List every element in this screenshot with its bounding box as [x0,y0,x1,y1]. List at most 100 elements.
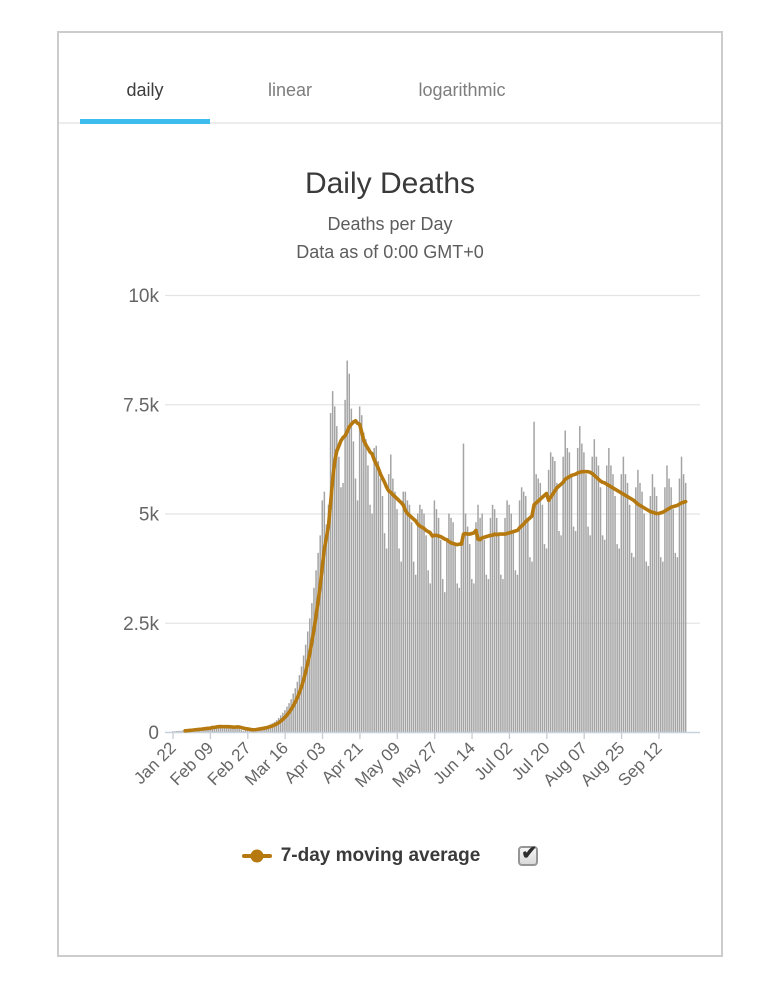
bar [356,500,359,732]
legend-checkbox[interactable]: ✔ [518,843,539,866]
bar [535,474,537,732]
bar [294,688,297,732]
bar [637,469,639,732]
bar [172,731,174,732]
bar [508,504,510,732]
svg-text:10k: 10k [128,286,159,307]
bar [217,725,220,732]
bar [387,474,390,732]
bar [373,447,375,732]
bar [516,574,519,732]
bar [487,579,490,732]
bar [622,456,625,732]
bar [433,500,436,732]
bar [460,539,463,732]
legend-label[interactable]: 7-day moving average [280,845,481,866]
bar [437,517,440,732]
bar [491,504,494,732]
bar [589,535,591,732]
bar [620,474,623,732]
bar [668,478,670,732]
bar [514,570,517,732]
bar [566,447,569,732]
tabs-divider [59,122,721,124]
bar [533,421,535,732]
bar [323,491,326,732]
moving-average-line[interactable] [183,418,688,733]
bar [404,491,407,732]
bar [441,579,444,732]
bar [466,526,469,732]
bar [682,474,685,732]
bar [425,535,427,732]
bar [358,406,361,732]
bar [446,539,448,732]
bar [412,561,415,732]
bar [618,548,620,732]
bar [302,655,305,732]
bar [180,730,182,732]
bar [284,710,286,732]
bar [344,399,346,732]
bar [643,513,645,732]
bar [371,513,373,732]
bar [680,456,683,732]
bar [379,478,382,732]
bar [464,513,467,732]
svg-text:5k: 5k [139,505,160,526]
bar [408,504,411,732]
svg-text:0: 0 [148,723,159,744]
tab-linear[interactable]: linear [267,80,313,100]
bar [554,461,556,732]
bar [525,496,527,732]
svg-text:Jun 14: Jun 14 [429,738,479,788]
bar [585,474,587,732]
bar [574,530,577,732]
bars-series[interactable] [172,360,687,732]
tab-daily[interactable]: daily [126,80,164,100]
bar [541,504,544,732]
bar [678,478,681,732]
bar [527,517,529,732]
bar [275,720,278,732]
bar [500,574,502,732]
bar [363,432,365,732]
bar [639,482,641,732]
bar [570,474,573,732]
bar [531,561,533,732]
bar [651,474,654,732]
bar [653,487,656,732]
bar [558,530,560,732]
bar [543,544,546,732]
bar [396,509,398,732]
bar [288,703,290,732]
bar [498,535,500,732]
bar [518,500,521,732]
bar [313,587,315,732]
bar [529,557,531,732]
bar [456,583,458,732]
bar [649,496,652,732]
bar [174,731,176,732]
bar [591,456,593,732]
bar [429,583,431,732]
bar [603,539,606,732]
svg-text:2.5k: 2.5k [123,614,159,635]
bar [448,513,450,732]
bar [346,360,348,732]
bar [367,465,369,732]
bar [633,557,635,732]
bar [300,666,303,732]
bar [595,456,598,732]
bar [471,579,473,732]
bar [657,513,660,732]
bar [232,727,234,732]
tab-logarithmic[interactable]: logarithmic [418,80,506,100]
chart-title: Daily Deaths [304,167,476,200]
bar [645,561,647,732]
bar [336,426,338,732]
svg-text:Apr 03: Apr 03 [281,738,330,787]
bar [479,517,481,732]
